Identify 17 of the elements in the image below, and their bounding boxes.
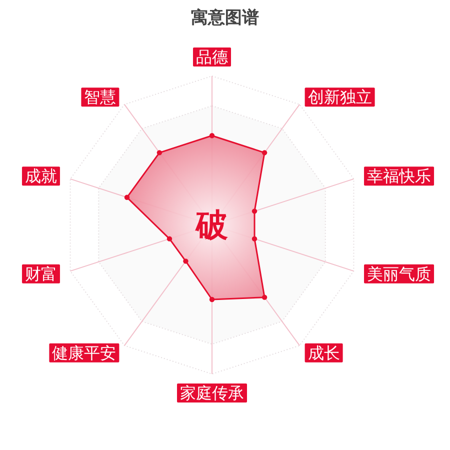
category-label: 美丽气质 [364, 264, 434, 284]
category-label: 财富 [22, 264, 60, 284]
category-label: 成就 [22, 166, 60, 186]
spoke-label: 成长 [308, 343, 340, 362]
spoke-label: 智慧 [84, 88, 116, 107]
category-label: 品德 [193, 48, 231, 66]
category-label: 幸福快乐 [364, 166, 434, 186]
category-label: 智慧 [81, 88, 120, 107]
category-label: 成长 [304, 343, 343, 362]
category-label: 创新独立 [304, 88, 375, 107]
text: 破 [195, 206, 228, 244]
chart-title: 寓意图谱 [191, 8, 259, 28]
category-label: 健康平安 [49, 343, 120, 362]
category-label: 家庭传承 [177, 384, 247, 402]
spoke-label: 品德 [196, 48, 228, 66]
spoke-label: 成就 [24, 166, 57, 186]
spoke-label: 财富 [24, 264, 57, 284]
